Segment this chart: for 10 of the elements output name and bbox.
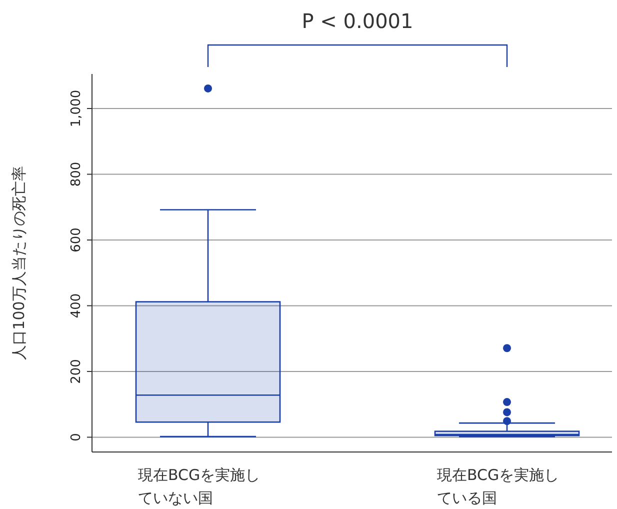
y-tick-label: 200 [69,359,84,384]
y-tick-label: 400 [69,293,84,318]
y-tick-label: 800 [69,162,84,187]
y-tick-label: 0 [69,433,84,442]
y-tick-label: 600 [69,228,84,252]
text: P < 0.0001 [302,9,414,33]
y-axis-title: 人口100万人当たりの死亡率 [10,166,28,360]
x-tick-label: 現在BCGを実施している国 [437,465,560,509]
y-tick-label: 1,000 [69,90,84,128]
x-tick-label: 現在BCGを実施していない国 [138,465,262,509]
